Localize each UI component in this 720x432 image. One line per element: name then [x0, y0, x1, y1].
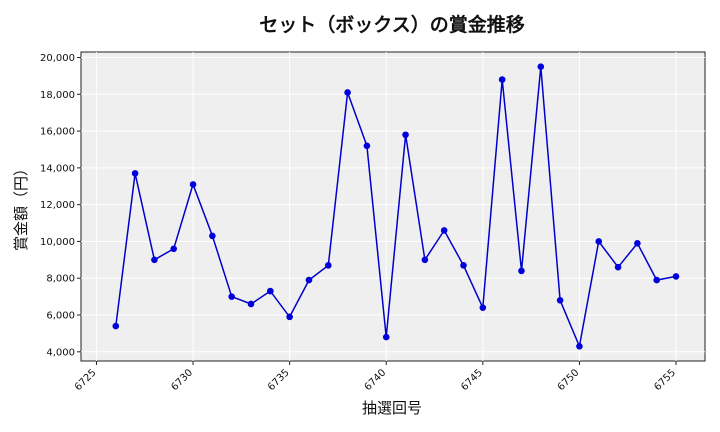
data-point: [324, 262, 332, 269]
series-line: [115, 66, 677, 349]
x-tick-label: 6730: [169, 367, 195, 393]
data-point: [247, 300, 255, 308]
data-point: [672, 273, 680, 280]
x-tick-label: 6735: [266, 367, 292, 393]
data-point: [556, 297, 564, 304]
data-point: [286, 313, 293, 321]
data-point: [305, 276, 313, 284]
data-points: [112, 63, 680, 350]
y-axis: 4,000 6,000 8,000 10,000 12,000 14,000 16,000 1…: [40, 53, 81, 358]
y-tick-label: 10,000: [40, 237, 75, 248]
data-point: [634, 239, 641, 247]
y-tick-label: 4,000: [46, 347, 75, 358]
y-tick-label: 12,000: [40, 200, 75, 211]
x-tick-label: 6745: [459, 367, 485, 393]
data-point: [479, 304, 487, 311]
data-point: [402, 131, 409, 139]
data-point: [440, 227, 448, 234]
data-point: [228, 293, 235, 300]
data-point: [653, 276, 661, 284]
data-point: [576, 342, 583, 350]
data-point: [112, 322, 120, 330]
x-tick-label: 6755: [652, 367, 678, 393]
data-point: [267, 287, 274, 295]
data-point: [189, 181, 197, 188]
data-point: [344, 89, 351, 96]
x-axis: 6725 6730 6735 6740 6745 6750 6755: [73, 361, 678, 393]
plot-area: [80, 51, 706, 362]
data-point: [131, 170, 139, 177]
data-point: [363, 142, 371, 150]
x-tick-label: 6750: [556, 367, 582, 393]
x-tick-label: 6740: [363, 367, 389, 393]
data-point: [170, 245, 178, 253]
data-point: [595, 238, 603, 245]
y-tick-label: 16,000: [40, 127, 75, 138]
y-tick-label: 20,000: [40, 53, 75, 64]
x-tick-label: 6725: [73, 367, 99, 393]
data-point: [460, 262, 467, 269]
data-point: [382, 333, 390, 341]
y-axis-label: 賞金額（円）: [12, 161, 30, 251]
data-point: [537, 63, 545, 71]
data-point: [614, 263, 622, 271]
chart-title: セット（ボックス）の賞金推移: [259, 13, 524, 36]
y-tick-label: 18,000: [40, 90, 75, 101]
x-axis-label: 抽選回号: [362, 399, 422, 417]
grid: [81, 52, 705, 361]
y-tick-label: 6,000: [46, 311, 75, 322]
y-tick-label: 14,000: [40, 163, 75, 174]
data-point: [151, 256, 158, 264]
data-point: [518, 267, 525, 275]
y-tick-label: 8,000: [46, 274, 75, 285]
data-point: [421, 256, 429, 264]
data-point: [209, 232, 216, 240]
data-point: [498, 76, 506, 83]
